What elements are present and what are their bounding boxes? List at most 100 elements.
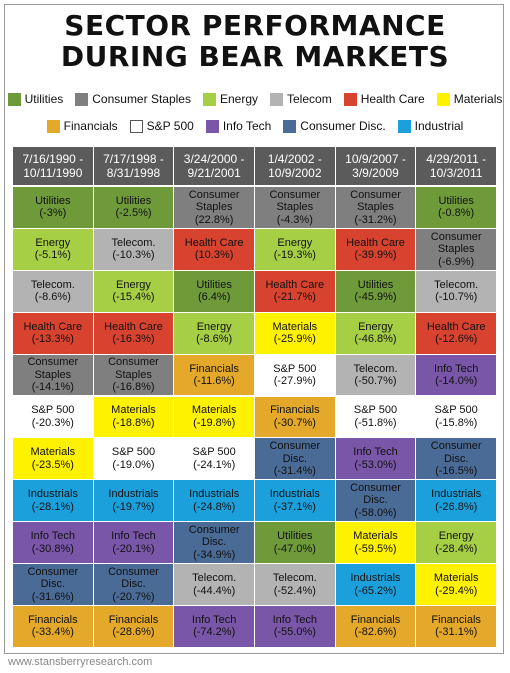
legend-label: Consumer Staples: [92, 92, 191, 106]
sector-name: Financials: [350, 613, 401, 626]
sector-return: (-82.6%): [354, 626, 397, 639]
period-header-line: 8/31/1998: [106, 166, 161, 180]
legend-item: Info Tech: [205, 119, 271, 133]
sector-cell: Financials (-31.1%): [416, 606, 496, 647]
sector-return: (-18.8%): [112, 416, 155, 429]
sector-return: (-31.2%): [354, 213, 397, 226]
sector-name: Disc.: [443, 452, 469, 465]
sector-name: S&P 500: [111, 446, 156, 459]
sector-return: (-33.4%): [31, 626, 74, 639]
sector-return: (-21.7%): [273, 291, 316, 304]
sector-return: (-20.3%): [31, 416, 74, 429]
sector-return: (-10.3%): [112, 249, 155, 262]
legend-item: Energy: [202, 92, 258, 106]
sector-cell: Energy (-15.4%): [93, 270, 174, 312]
sector-return: (-37.1%): [273, 500, 316, 513]
legend-swatch: [75, 92, 89, 106]
sector-cell: Consumer Staples (-6.9%): [416, 228, 496, 270]
sector-name: Telecom.: [434, 278, 479, 291]
period-header: 1/4/2002 -10/9/2002: [255, 147, 335, 185]
legend-swatch: [343, 92, 357, 106]
sector-cell: Consumer Disc. (-31.4%): [255, 438, 335, 480]
sector-name: Materials: [272, 320, 318, 333]
sector-cell: Health Care (10.3%): [174, 228, 254, 270]
legend-label: S&P 500: [146, 119, 194, 133]
sector-cell: Consumer Disc. (-58.0%): [335, 480, 416, 522]
legend-item: Materials: [436, 92, 502, 106]
sector-return: (-31.6%): [31, 590, 74, 603]
period-header-line: 10/9/2002: [268, 166, 322, 180]
sector-cell: Health Care (-39.9%): [335, 228, 416, 270]
sector-cell: Financials (-11.6%): [174, 354, 254, 396]
sector-return: (-30.7%): [273, 416, 316, 429]
legend-swatch: [46, 119, 60, 133]
sector-cell: S&P 500 (-24.1%): [174, 438, 254, 480]
sector-return: (-24.8%): [193, 500, 236, 513]
sector-cell: Energy (-28.4%): [416, 522, 496, 564]
legend-swatch: [205, 119, 219, 133]
sector-cell: Consumer Disc. (-20.7%): [93, 564, 174, 605]
period-header: 10/9/2007 -3/9/2009: [335, 147, 416, 185]
sector-return: (-11.6%): [193, 375, 235, 388]
sector-cell: Consumer Disc. (-16.5%): [416, 438, 496, 480]
sector-return: (-50.7%): [354, 375, 397, 388]
sector-name: Staples: [195, 201, 233, 214]
sector-return: (-13.3%): [31, 333, 74, 346]
period-header-line: 3/24/2000 -: [183, 152, 245, 166]
sector-name: Materials: [433, 572, 479, 585]
sector-cell: Utilities (-0.8%): [416, 187, 496, 228]
sector-name: Consumer: [430, 440, 482, 453]
sector-name: Consumer: [430, 230, 482, 243]
sector-cell: Consumer Staples (-4.3%): [255, 187, 335, 228]
sector-name: Consumer: [27, 356, 79, 369]
sector-return: (10.3%): [194, 249, 234, 262]
legend-swatch: [436, 92, 450, 106]
sector-name: Health Care: [346, 236, 405, 249]
sector-cell: Telecom. (-50.7%): [335, 354, 416, 396]
sector-return: (-59.5%): [354, 542, 397, 555]
legend-label: Energy: [219, 92, 258, 106]
period-header-line: 10/9/2007 -: [345, 152, 406, 166]
legend-item: Consumer Staples: [75, 92, 191, 106]
period-header-line: 1/4/2002 -: [267, 152, 322, 166]
sector-name: Disc.: [282, 452, 308, 465]
sector-return: (-8.6%): [196, 333, 233, 346]
sector-name: Health Care: [184, 236, 244, 249]
sector-name: Health Care: [426, 320, 486, 333]
sector-return: (-45.9%): [354, 291, 397, 304]
sector-return: (-14.0%): [435, 375, 478, 388]
legend-item: Financials: [46, 119, 118, 133]
sector-return: (-14.1%): [31, 381, 74, 394]
legend-item: Telecom: [270, 92, 332, 106]
sector-name: Financials: [108, 613, 159, 626]
sector-return: (-19.7%): [112, 500, 155, 513]
legend-label: Consumer Disc.: [300, 119, 386, 133]
sector-return: (-19.8%): [193, 416, 236, 429]
sector-return: (-16.5%): [435, 465, 478, 478]
sector-name: Staples: [437, 243, 475, 256]
period-header-line: 4/29/2011 -: [426, 152, 487, 166]
sector-return: (-10.7%): [435, 291, 478, 304]
sector-cell: Materials (-29.4%): [416, 564, 496, 605]
legend-item: Industrial: [397, 119, 463, 133]
sector-return: (-28.1%): [31, 500, 74, 513]
sector-cell: Info Tech (-20.1%): [93, 522, 174, 564]
sector-return: (-39.9%): [354, 249, 397, 262]
sector-name: Materials: [353, 530, 398, 543]
sector-cell: Materials (-18.8%): [93, 396, 174, 438]
sector-cell: Info Tech (-53.0%): [335, 438, 416, 480]
legend-label: Utilities: [24, 92, 64, 106]
sector-cell: Energy (-46.8%): [335, 312, 416, 354]
sector-name: S&P 500: [273, 362, 317, 375]
period-header: 7/17/1998 -8/31/1998: [93, 147, 174, 185]
sector-cell: Health Care (-12.6%): [416, 312, 496, 354]
sector-return: (-27.9%): [273, 375, 316, 388]
sector-name: Consumer: [350, 481, 401, 494]
sector-name: Staples: [115, 368, 152, 381]
period-header: 3/24/2000 -9/21/2001: [174, 147, 254, 185]
sector-cell: Industrials (-37.1%): [255, 480, 335, 522]
sector-name: Telecom.: [272, 572, 317, 585]
sector-return: (-52.4%): [273, 584, 316, 597]
sector-name: Energy: [116, 278, 151, 291]
sector-name: Utilities: [196, 278, 232, 291]
